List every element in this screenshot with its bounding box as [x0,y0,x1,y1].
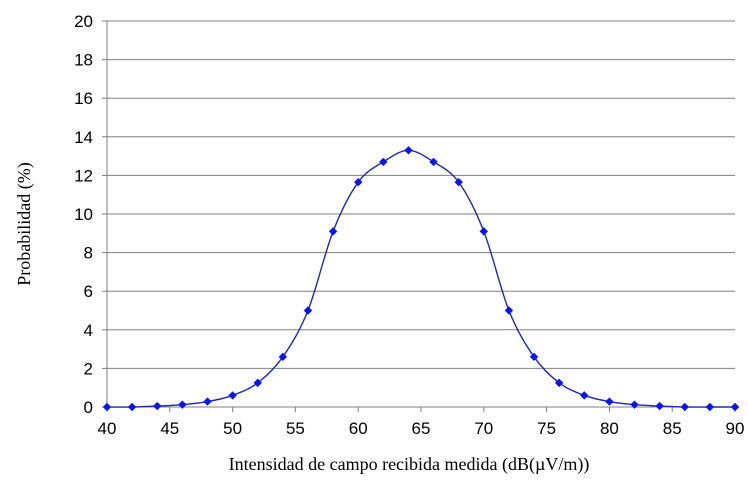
x-tick-labels: 40 45 50 55 60 65 70 75 80 85 90 [98,419,745,438]
data-point-marker [504,306,514,315]
x-tick-label: 70 [474,419,493,438]
data-point-marker [655,401,664,411]
y-tick-label: 20 [74,12,93,31]
x-tick-label: 55 [286,419,305,438]
y-axis-title: Probabilidad (%) [14,162,35,285]
axes [102,20,736,412]
data-point-marker [404,146,413,155]
data-point-marker [529,352,539,362]
series-line [106,149,735,408]
x-tick-label: 85 [663,419,682,438]
data-point-marker [680,402,689,412]
y-tick-label: 12 [74,166,93,185]
y-gridlines [107,20,735,369]
y-tick-label: 6 [84,282,93,301]
x-tick-label: 45 [160,419,179,438]
x-tick-label: 75 [537,419,556,438]
y-tick-label: 10 [74,205,93,224]
x-tick-label: 50 [223,419,242,438]
data-point-marker [203,397,212,406]
data-point-marker [178,400,187,409]
y-tick-label: 18 [74,51,93,70]
data-point-marker [102,402,112,412]
data-point-marker [153,401,162,411]
x-axis-title: Intensidad de campo recibida medida (dB(… [229,454,590,475]
x-tick-label: 60 [349,419,368,438]
data-point-marker [554,378,564,388]
y-tick-labels: 0 2 4 6 8 10 12 14 16 18 20 [74,12,93,417]
data-point-marker [379,157,388,167]
y-tick-label: 8 [84,244,93,263]
data-point-marker [278,352,288,362]
data-point-marker [253,378,262,388]
x-tick-label: 40 [98,419,117,438]
y-tick-label: 2 [84,359,93,378]
y-tick-label: 4 [84,321,93,340]
data-point-marker [127,402,137,412]
y-tick-label: 0 [84,398,93,417]
data-point-marker [328,227,338,236]
data-point-marker [479,227,488,236]
data-point-marker [705,402,715,412]
data-point-marker [228,391,237,400]
data-point-marker [454,177,463,187]
series-layer [102,146,740,412]
data-point-marker [354,177,363,187]
y-tick-label: 14 [74,128,93,147]
x-tick-label: 80 [600,419,619,438]
x-tick-label: 65 [412,419,431,438]
data-point-marker [303,306,313,315]
x-tick-label: 90 [726,419,745,438]
data-point-marker [630,400,639,409]
data-point-marker [730,402,740,412]
data-point-marker [429,157,438,167]
data-point-marker [605,397,614,406]
data-point-marker [580,391,589,400]
y-tick-label: 16 [74,89,93,108]
